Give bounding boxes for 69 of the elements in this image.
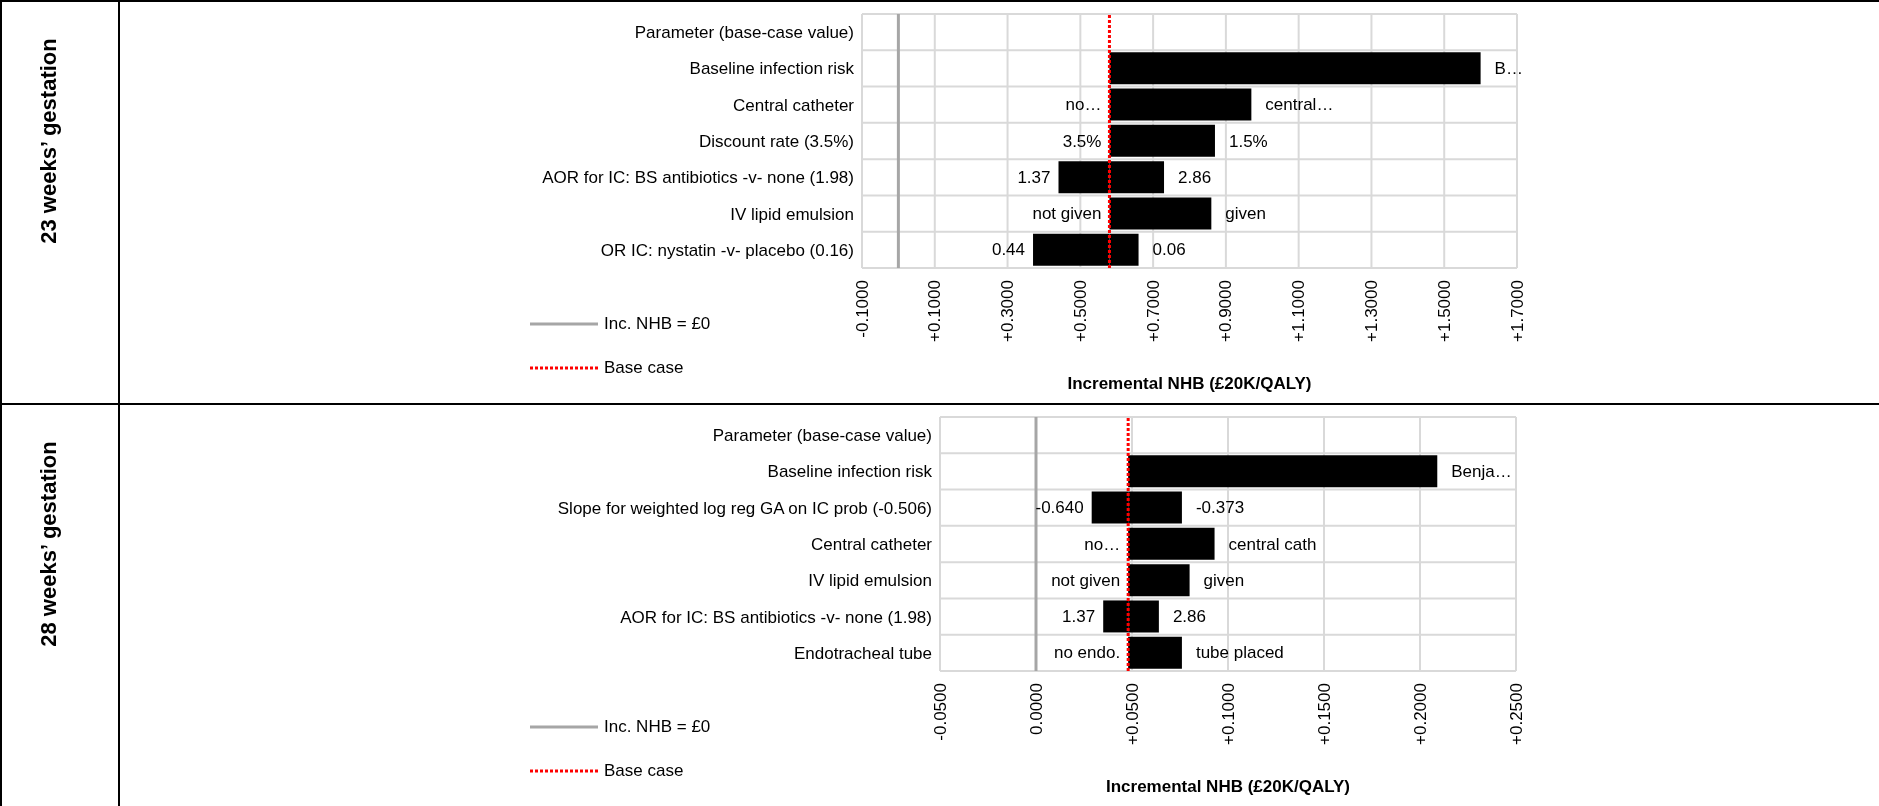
y-tick-label: AOR for IC: BS antibiotics -v- none (1.98) <box>542 168 854 188</box>
annotation: 2.86 <box>1172 607 1206 627</box>
x-tick-label: +0.7000 <box>1143 280 1163 342</box>
y-tick-label: Endotracheal tube <box>794 643 932 663</box>
x-tick-label: +0.0500 <box>1122 683 1142 745</box>
annotation: given <box>1225 204 1266 224</box>
x-axis-title: Incremental NHB (£20K/QALY) <box>1067 374 1312 393</box>
annotation: 1.5% <box>1228 131 1268 151</box>
annotation: tube placed <box>1195 643 1284 663</box>
y-tick-label: IV lipid emulsion <box>808 571 932 591</box>
bar <box>1109 52 1481 85</box>
y-tick-label: Central catheter <box>733 95 855 115</box>
bar <box>1109 197 1212 230</box>
legend-label: Base case <box>604 761 684 781</box>
x-axis-title: Incremental NHB (£20K/QALY) <box>1105 777 1351 796</box>
x-tick-label: +0.3000 <box>998 280 1018 342</box>
y-tick-label: OR IC: nystatin -v- placebo (0.16) <box>600 240 854 260</box>
legend-label: Base case <box>604 358 684 378</box>
x-tick-label: +1.5000 <box>1434 280 1454 342</box>
annotation: central… <box>1265 95 1334 115</box>
x-tick-label: +1.1000 <box>1289 280 1309 342</box>
bar <box>1128 527 1215 560</box>
annotation: B… <box>1494 58 1523 78</box>
y-axis-title: 23 weeks’ gestation <box>35 38 61 244</box>
annotation: no endo. <box>1053 643 1121 663</box>
annotation: not given <box>1032 204 1102 224</box>
annotation: 1.37 <box>1017 167 1051 187</box>
y-tick-label: IV lipid emulsion <box>730 204 854 224</box>
x-tick-label: +0.1000 <box>925 280 945 342</box>
bar <box>1109 124 1215 157</box>
annotation: 0.06 <box>1152 240 1186 260</box>
x-tick-label: +0.2000 <box>1410 683 1430 745</box>
x-tick-label: +1.7000 <box>1507 280 1527 342</box>
y-tick-label: Parameter (base-case value) <box>712 426 932 446</box>
y-tick-label: AOR for IC: BS antibiotics -v- none (1.98) <box>620 607 932 627</box>
x-tick-label: +0.1000 <box>1218 683 1238 745</box>
annotation: 3.5% <box>1062 131 1102 151</box>
y-tick-label: Baseline infection risk <box>767 462 933 482</box>
annotation: no… <box>1084 534 1121 554</box>
annotation: not given <box>1051 570 1121 590</box>
x-tick-label: 0.0000 <box>1026 683 1046 735</box>
annotation: -0.373 <box>1195 498 1245 518</box>
y-tick-label: Baseline infection risk <box>689 59 855 79</box>
annotation: given <box>1203 570 1245 590</box>
legend-label: Inc. NHB = £0 <box>604 314 711 334</box>
y-tick-label: Discount rate (3.5%) <box>699 132 854 152</box>
bar <box>1128 636 1182 669</box>
x-tick-label: +0.2500 <box>1506 683 1526 745</box>
y-tick-label: Parameter (base-case value) <box>634 23 854 43</box>
x-tick-label: -0.0500 <box>930 683 950 741</box>
annotation: Benja… <box>1451 461 1512 481</box>
bar <box>1128 564 1190 597</box>
y-tick-label: Slope for weighted log reg GA on IC prob (-0.506) <box>557 498 932 518</box>
x-tick-label: -0.1000 <box>852 280 872 338</box>
annotation: 1.37 <box>1062 607 1096 627</box>
annotation: -0.640 <box>1035 498 1084 518</box>
x-tick-label: +1.3000 <box>1361 280 1381 342</box>
bar <box>1128 455 1438 488</box>
annotation: 2.86 <box>1178 167 1212 187</box>
x-tick-label: +0.5000 <box>1070 280 1090 342</box>
legend-label: Inc. NHB = £0 <box>604 717 711 737</box>
annotation: 0.44 <box>991 240 1026 260</box>
y-axis-title: 28 weeks’ gestation <box>35 441 61 647</box>
annotation: no… <box>1065 95 1102 115</box>
bar <box>1109 88 1252 121</box>
x-tick-label: +0.9000 <box>1216 280 1236 342</box>
annotation: central cath <box>1228 534 1317 554</box>
y-tick-label: Central catheter <box>811 535 933 555</box>
x-tick-label: +0.1500 <box>1314 683 1334 745</box>
